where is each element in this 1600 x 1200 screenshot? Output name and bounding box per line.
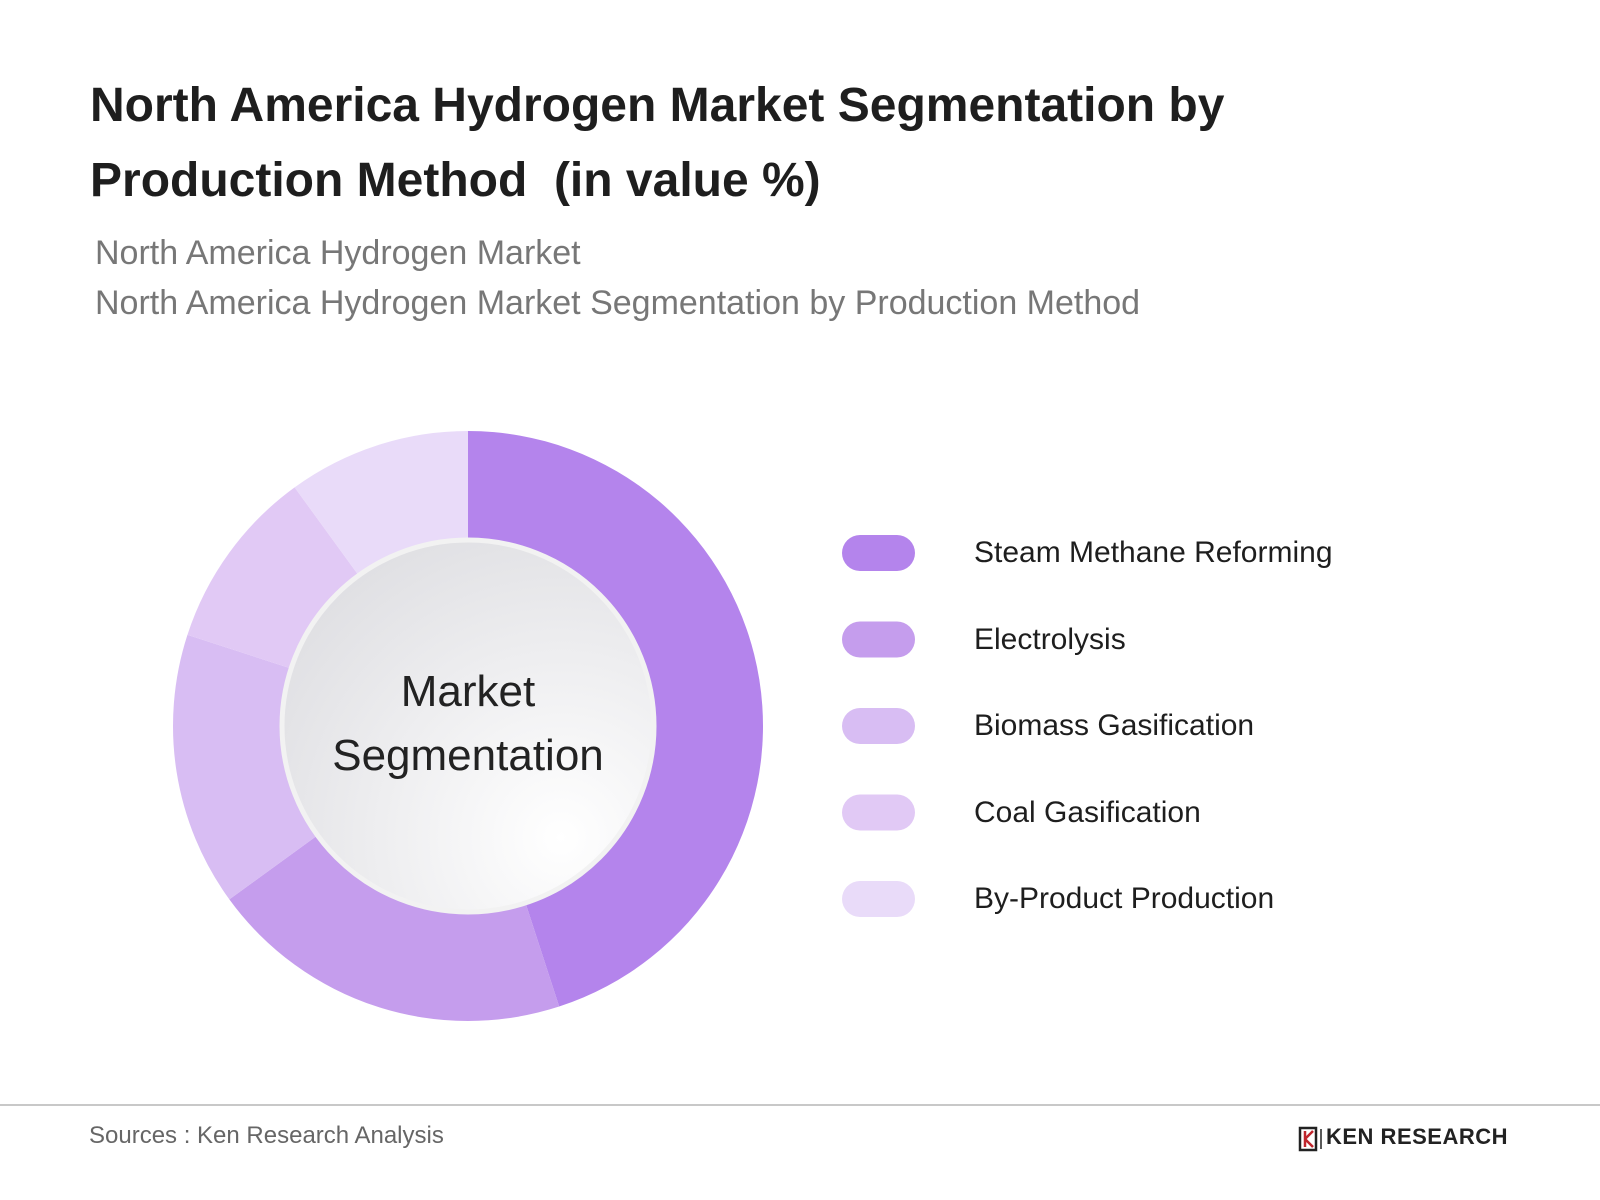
logo-icon (1298, 1126, 1322, 1152)
logo: KEN RESEARCH (1326, 1124, 1509, 1149)
legend-swatch (842, 881, 915, 917)
legend-label: By-Product Production (974, 882, 1275, 915)
donut-slice (229, 814, 560, 1022)
legend-swatch (842, 621, 915, 658)
legend-label: Steam Methane Reforming (974, 536, 1333, 569)
legend-swatch (842, 708, 915, 744)
legend-label: Biomass Gasification (974, 709, 1255, 742)
subtitle: North America Hydrogen Market (95, 234, 581, 272)
legend-label: Coal Gasification (974, 795, 1201, 829)
chart-title: North America Hydrogen Market Segmentati… (90, 79, 1238, 207)
legend-swatch (842, 535, 915, 571)
subtitle: North America Hydrogen Market Segmentati… (95, 284, 1141, 322)
center-circle (279, 537, 657, 915)
legend-swatch (842, 794, 915, 831)
legend-label: Electrolysis (974, 622, 1126, 656)
source: Sources : Ken Research Analysis (89, 1122, 444, 1149)
center-label: Market Segmentation (332, 667, 604, 780)
